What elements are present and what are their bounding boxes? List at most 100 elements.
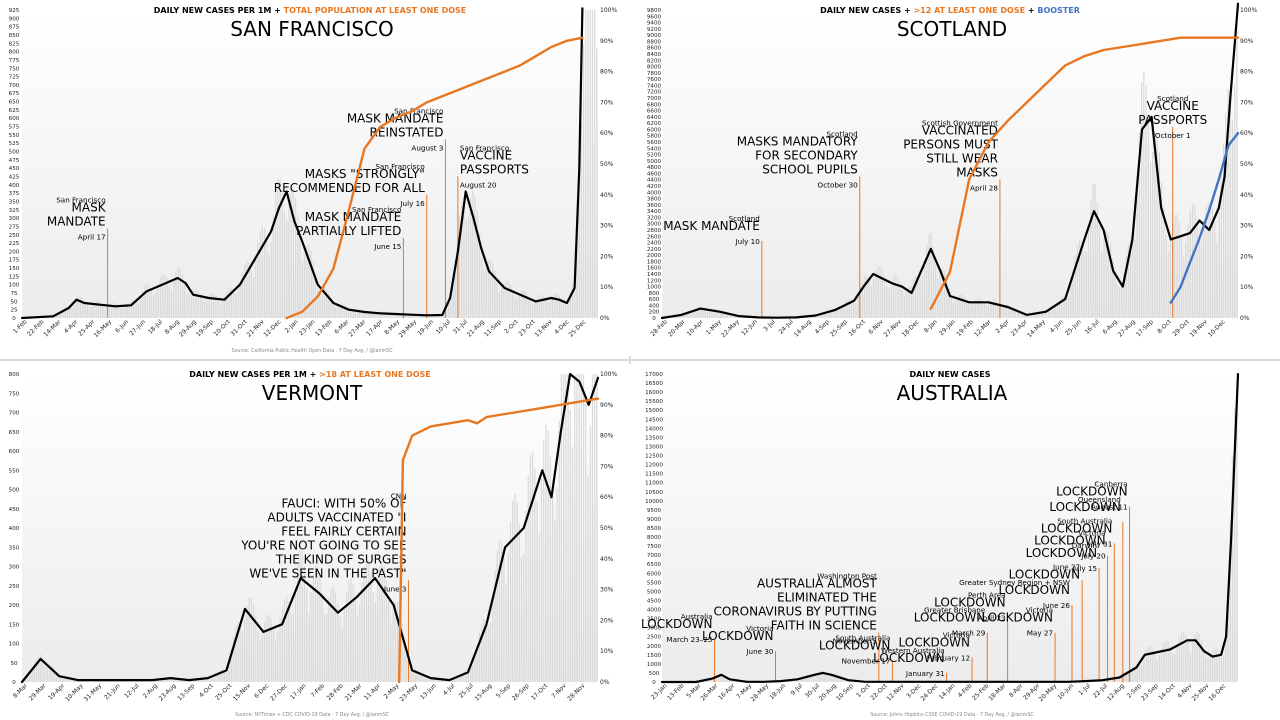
daily-bar [501,287,503,318]
daily-bar [594,374,596,682]
daily-bar [69,677,71,682]
annotation-caption: San Francisco [460,143,509,152]
y-left-tick-label: 11000 [645,481,663,487]
daily-bar [368,313,370,318]
daily-bar [312,574,314,682]
annotation-headline: LOCKDOWN [702,629,773,643]
x-tick-label: 29-May [397,318,418,339]
y-right-tick-label: 40% [600,556,614,563]
daily-bar [1092,184,1094,318]
y-left-tick-label: 4500 [647,598,662,604]
daily-bar [301,551,303,682]
daily-bar [523,289,525,318]
daily-bar [447,302,450,318]
daily-bar [979,297,981,318]
y-left-tick-label: 5200 [647,153,662,159]
daily-bar [29,674,31,682]
daily-bar [1165,234,1167,318]
x-tick-label: 11-Apr [363,682,383,702]
series-line-cases [660,372,1240,684]
annotation-caption: November 17 [842,656,891,665]
y-right-tick-label: 60% [1240,130,1254,137]
y-left-tick-label: 2200 [647,247,662,253]
daily-bar [219,304,221,318]
daily-bar [1223,655,1225,682]
daily-bar [308,244,310,318]
y-left-tick-label: 12000 [645,463,663,469]
daily-bar [452,282,454,318]
daily-bar [507,281,509,318]
chart-source: Source: California Public Health Open Da… [231,348,393,354]
y-left-tick-label: 7000 [647,553,662,559]
daily-bar [416,315,419,318]
daily-bar [117,305,119,318]
daily-bar [60,311,62,318]
daily-bar [102,305,104,318]
daily-bar [1214,648,1216,682]
y-left-tick-label: 1400 [647,272,662,278]
plot-area [662,374,1238,682]
y-left-tick-label: 3500 [647,617,662,623]
daily-bar [381,560,383,682]
daily-bar [1180,237,1183,318]
daily-bar [372,592,374,682]
daily-bar [450,301,452,318]
daily-bar [385,314,388,318]
daily-bar [443,679,445,682]
daily-bar [221,300,224,318]
annotation-headline: ADULTS VACCINATED "I [267,510,406,524]
daily-bar [1014,309,1016,318]
daily-bar [1167,251,1169,318]
daily-bar [314,565,317,682]
y-right-tick-label: 80% [600,433,614,440]
y-left-tick-label: 10500 [645,490,663,496]
daily-bar [113,302,115,318]
daily-bar [886,286,888,318]
daily-bar [159,679,162,682]
x-tick-label: 21-Mar [344,682,364,702]
daily-bar [935,264,937,318]
daily-bar [456,678,458,682]
chart-subtitle: DAILY NEW CASES PER 1M + >18 AT LEAST ON… [189,370,431,379]
x-tick-label: 3-Jul [762,318,777,333]
y-left-tick-label: 0 [12,316,16,322]
y-right-tick-label: 90% [600,38,614,45]
annotation-caption: Scottish Government [922,118,998,127]
daily-bar [458,215,461,318]
y-left-tick-label: 1000 [647,285,662,291]
daily-bar [314,275,317,318]
daily-bar [421,674,423,682]
daily-bar [569,410,571,682]
annotation-headline: LOCKDOWN [1056,484,1127,498]
x-tick-label: 5-Sep [495,682,512,699]
daily-bar [215,295,217,318]
daily-bar [310,592,312,682]
daily-bar [461,673,463,682]
chart-panel-san-francisco: 0 25 50 75 100 125 150 175 200 225 250 275 300 325 350… [0,0,640,356]
daily-bar [846,679,848,682]
daily-bar [434,315,436,318]
daily-bar [534,301,536,318]
daily-bar [576,374,578,682]
y-left-tick-label: 50 [10,661,18,667]
daily-bar [731,313,733,318]
daily-bar [388,599,390,682]
daily-bar [235,626,237,682]
daily-bar [345,306,348,318]
daily-bar [1123,272,1125,318]
annotation-caption: August 11 [1091,502,1128,511]
x-tick-label: 18-Jul [147,318,164,335]
daily-bar [1169,646,1172,682]
y-right-tick-label: 20% [600,617,614,624]
daily-bar [461,202,463,318]
daily-bar [1152,152,1154,318]
daily-bar [518,293,520,318]
daily-bar [839,308,841,318]
daily-bar [540,478,543,682]
x-tick-label: 22-May [720,318,741,339]
daily-bar [844,302,846,318]
daily-bar [1138,664,1141,682]
subtitle-part: BOOSTER [1037,6,1080,15]
x-tick-label: 7-Feb [310,682,327,699]
annotation-headline: LOCKDOWN [914,611,985,625]
